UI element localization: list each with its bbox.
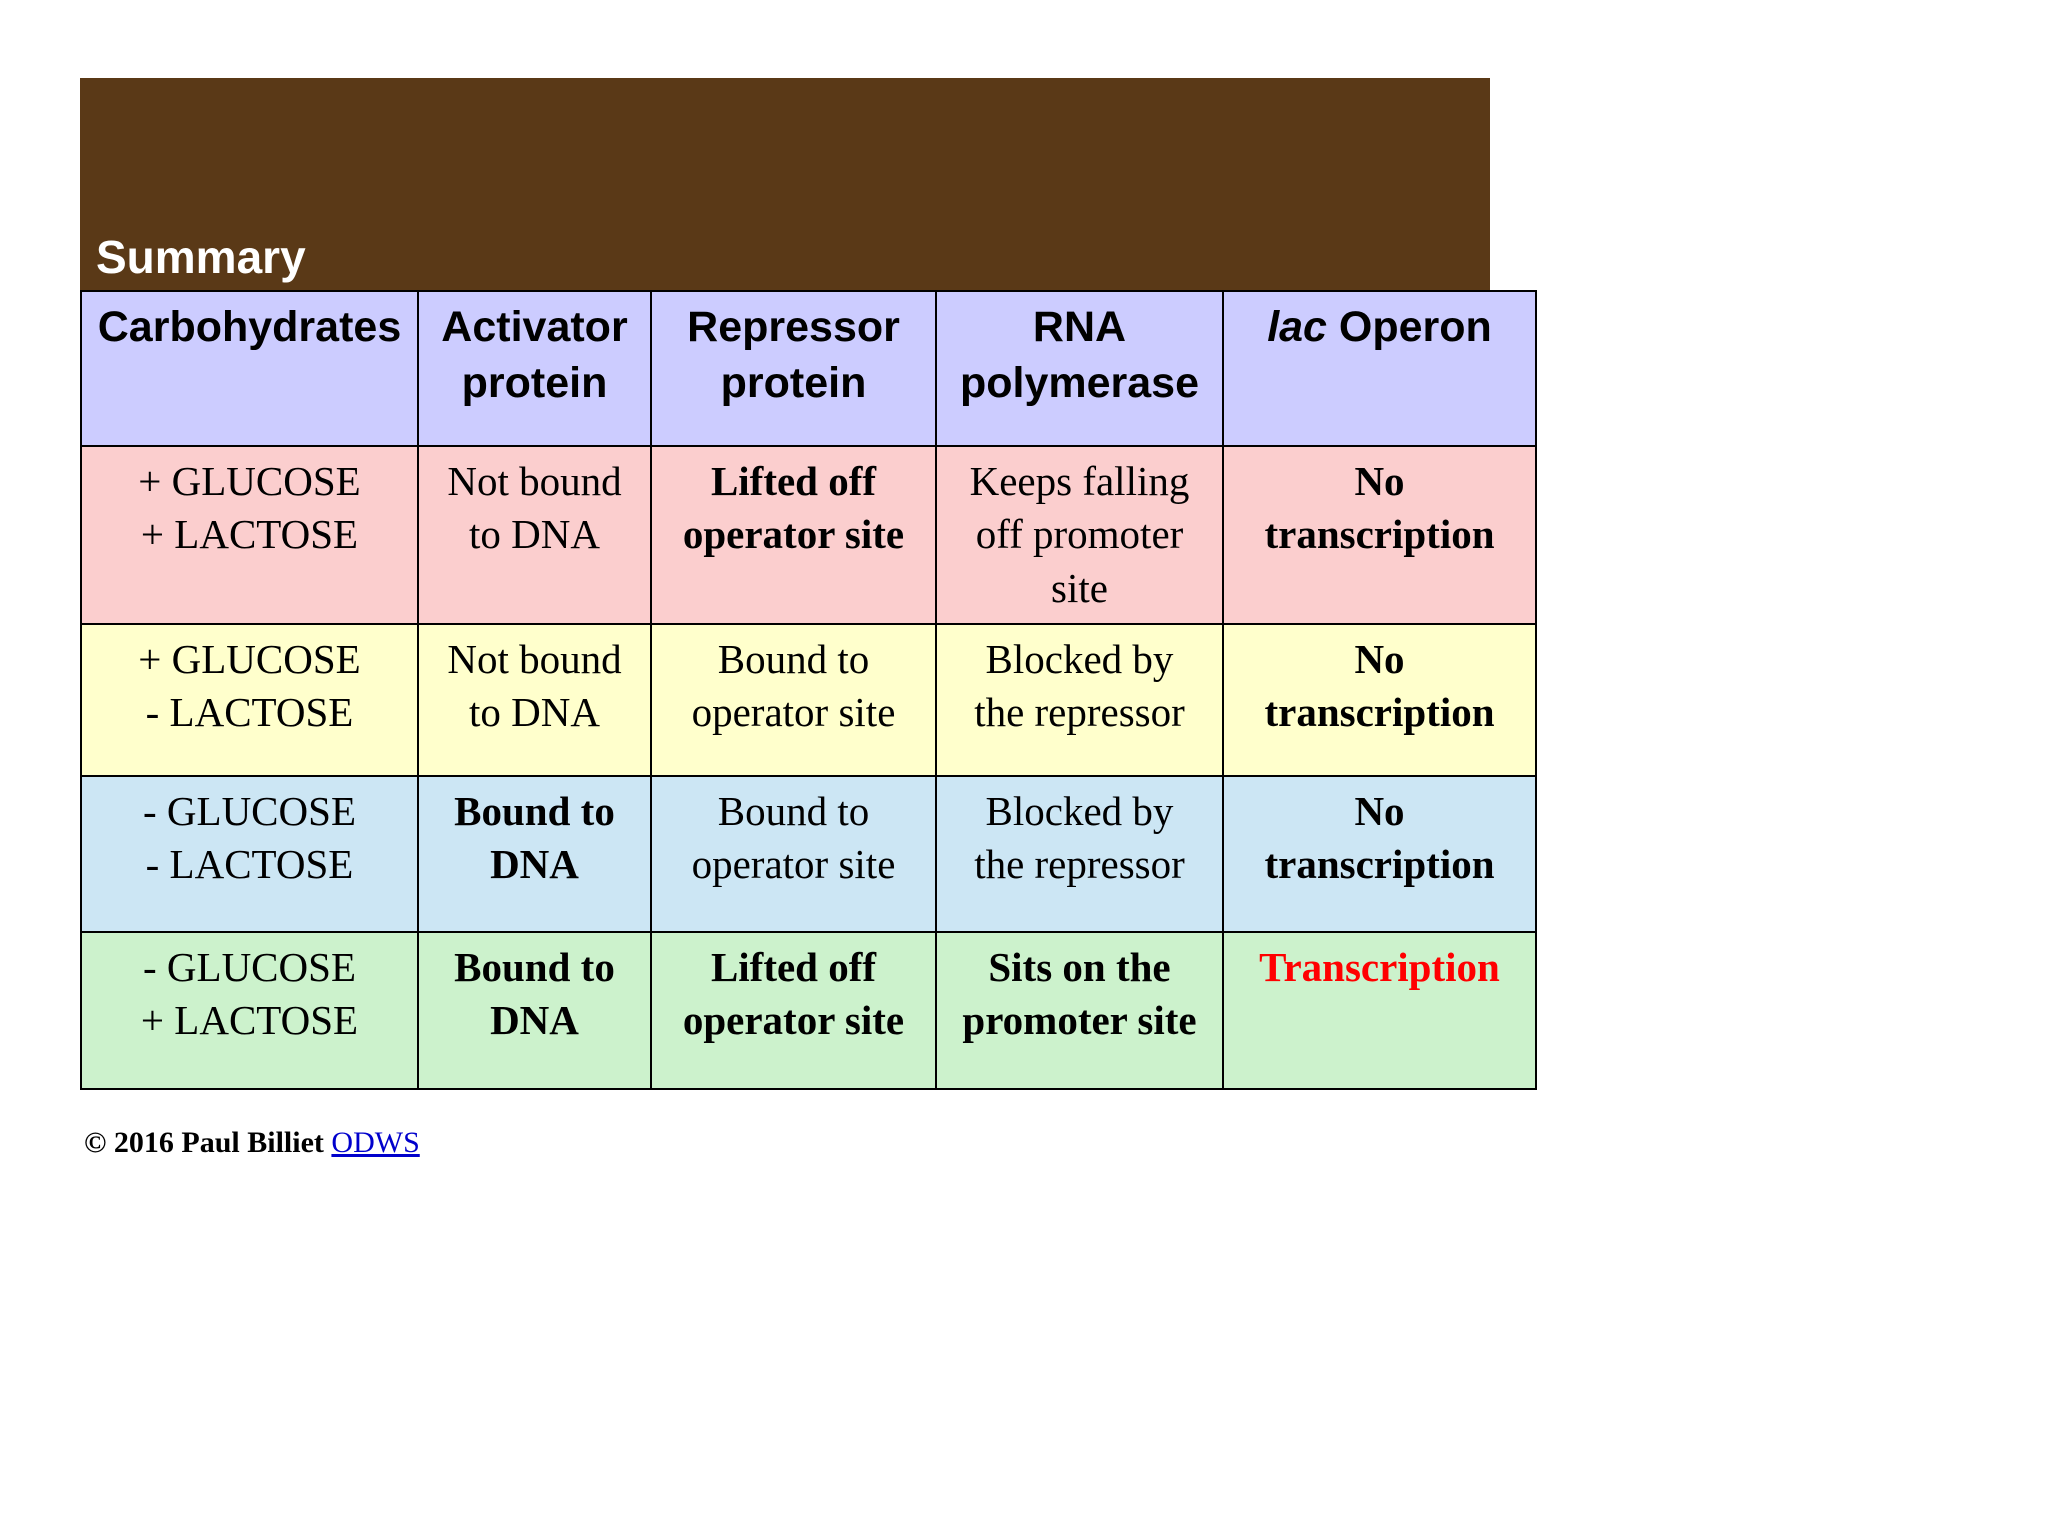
cell-repressor-protein: Lifted off operator site [650,445,937,625]
cell-rna-polymerase: Sits on the promoter site [935,930,1224,1090]
cell-activator-protein: Bound to DNA [417,774,652,933]
cell-lac-operon: No transcription [1222,774,1537,933]
table-row-minus-glucose-minus-lactose: - GLUCOSE - LACTOSE Bound to DNA Bound t… [80,774,1537,933]
col-header-lac-operon: lac Operon [1222,290,1537,447]
table-row-plus-glucose-minus-lactose: + GLUCOSE - LACTOSE Not bound to DNA Bou… [80,622,1537,777]
cell-repressor-protein: Bound to operator site [650,622,937,777]
cell-activator-protein: Not bound to DNA [417,622,652,777]
cell-lac-operon-transcription: Transcription [1222,930,1537,1090]
cell-carbohydrates: + GLUCOSE + LACTOSE [80,445,419,625]
slide-title: Summary [96,231,306,283]
table-row-plus-glucose-plus-lactose: + GLUCOSE + LACTOSE Not bound to DNA Lif… [80,445,1537,625]
cell-lac-operon: No transcription [1222,445,1537,625]
title-banner: Summary [80,78,1490,290]
cell-rna-polymerase: Blocked by the repressor [935,622,1224,777]
cell-carbohydrates: + GLUCOSE - LACTOSE [80,622,419,777]
odws-link[interactable]: ODWS [331,1126,420,1159]
cell-rna-polymerase: Blocked by the repressor [935,774,1224,933]
cell-carbohydrates: - GLUCOSE - LACTOSE [80,774,419,933]
footer: © 2016 Paul Billiet ODWS [84,1126,420,1160]
col-header-carbohydrates: Carbohydrates [80,290,419,447]
cell-activator-protein: Not bound to DNA [417,445,652,625]
col-header-activator-protein: Activator protein [417,290,652,447]
col-header-rna-polymerase: RNA polymerase [935,290,1224,447]
cell-activator-protein: Bound to DNA [417,930,652,1090]
cell-repressor-protein: Lifted off operator site [650,930,937,1090]
table-row-minus-glucose-plus-lactose: - GLUCOSE + LACTOSE Bound to DNA Lifted … [80,930,1537,1090]
cell-repressor-protein: Bound to operator site [650,774,937,933]
cell-lac-operon: No transcription [1222,622,1537,777]
cell-carbohydrates: - GLUCOSE + LACTOSE [80,930,419,1090]
col-header-repressor-protein: Repressor protein [650,290,937,447]
copyright-text: © 2016 Paul Billiet [84,1126,332,1159]
summary-table: Carbohydrates Activator protein Represso… [80,290,1537,1090]
cell-rna-polymerase: Keeps falling off promoter site [935,445,1224,625]
table-header-row: Carbohydrates Activator protein Represso… [80,290,1537,447]
lac-operon-rest: Operon [1326,303,1492,351]
lac-operon-italic: lac [1267,303,1327,351]
